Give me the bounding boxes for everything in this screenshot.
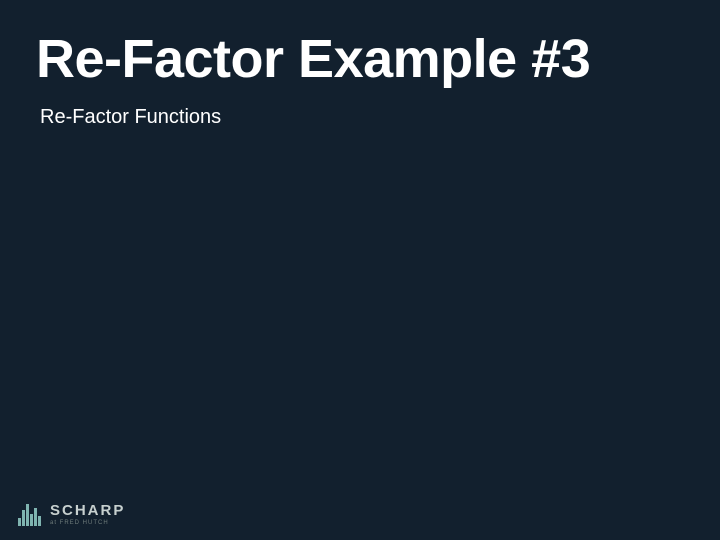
scharp-logo-name: SCHARP — [50, 503, 125, 518]
scharp-logo-mark-icon — [18, 502, 44, 526]
slide-title: Re-Factor Example #3 — [36, 28, 590, 90]
slide: Re-Factor Example #3 Re-Factor Functions… — [0, 0, 720, 540]
scharp-logo-text: SCHARP at FRED HUTCH — [50, 503, 125, 526]
scharp-logo-sub: at FRED HUTCH — [50, 520, 125, 526]
scharp-logo: SCHARP at FRED HUTCH — [18, 502, 125, 526]
slide-subtitle: Re-Factor Functions — [40, 106, 221, 129]
